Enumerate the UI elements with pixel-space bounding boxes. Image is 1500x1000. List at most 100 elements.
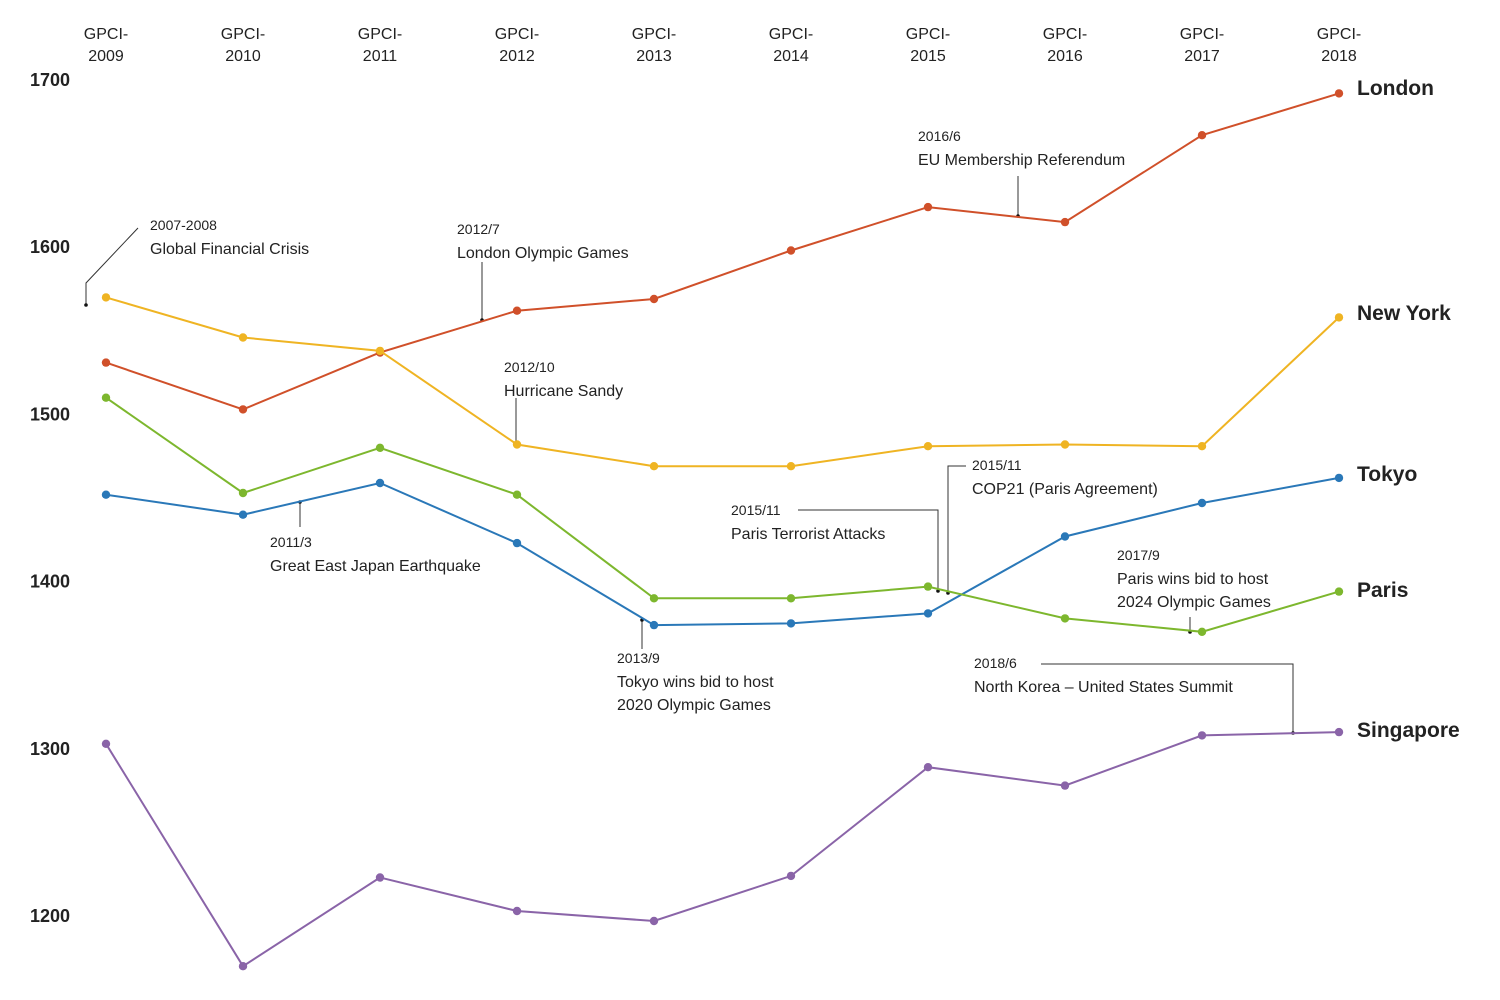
data-point [1197,627,1207,636]
series-line-tokyo [105,476,1340,627]
x-tick-label: GPCI- [1317,26,1361,43]
x-tick-label: 2010 [225,48,261,65]
data-point [923,582,933,591]
annotation-date: 2015/11 [731,502,781,518]
y-tick-label: 1200 [30,906,70,926]
annotation-date: 2012/10 [504,359,555,375]
x-tick-label: 2013 [636,48,672,65]
annotation-leader-line [798,509,939,591]
data-point [238,488,248,498]
annotation-text: Global Financial Crisis [150,241,309,258]
series-label-london: London [1357,77,1434,100]
data-point [1334,89,1344,98]
annotation: 2012/10 Hurricane Sandy [504,359,623,400]
data-point [786,871,796,881]
data-point [238,510,248,519]
data-point [375,443,385,452]
y-tick-label: 1600 [30,237,70,257]
annotation-text: Paris wins bid to host [1117,571,1269,588]
annotation: 2015/11 COP21 (Paris Agreement) [972,457,1158,498]
data-point [512,440,522,449]
y-tick-label: 1300 [30,739,70,759]
data-point [1334,313,1344,322]
series-label-paris: Paris [1357,579,1408,602]
x-tick-label: GPCI- [632,26,676,43]
series-group [101,89,1344,971]
annotation-text: EU Membership Referendum [918,152,1125,169]
data-point [101,393,111,402]
annotation-text: North Korea – United States Summit [974,679,1233,696]
y-tick-label: 1500 [30,404,70,424]
series-new-york [101,293,1344,471]
annotation-leader-line [947,465,966,593]
data-point [1060,532,1070,541]
data-point [649,462,659,471]
data-point [786,246,796,255]
data-point [786,594,796,603]
data-point [923,609,933,618]
data-point [649,294,659,304]
annotation: 2017/9 Paris wins bid to host 2024 Olympic… [1117,547,1271,611]
annotation: 2016/6 EU Membership Referendum [918,128,1125,169]
x-tick-label: GPCI- [1043,26,1087,43]
annotation-date: 2018/6 [974,655,1017,671]
annotation: 2011/3 Great East Japan Earthquake [270,534,481,575]
annotation-date: 2016/6 [918,128,961,144]
data-point [101,490,111,499]
data-point [512,490,522,499]
annotation-text: 2020 Olympic Games [617,697,771,714]
x-axis-ticks: GPCI- 2009 GPCI- 2010 GPCI- 2011 GPCI- 2012 GPCI… [84,26,1361,65]
x-tick-label: 2016 [1047,48,1083,65]
x-tick-label: GPCI- [906,26,950,43]
data-point [238,962,248,971]
series-label-singapore: Singapore [1357,719,1460,742]
x-tick-label: 2015 [910,48,946,65]
data-point [375,346,385,356]
annotation-text: Great East Japan Earthquake [270,558,481,575]
data-point [786,619,796,628]
data-point [649,620,659,630]
data-point [101,293,111,302]
annotation-text: Tokyo wins bid to host [617,674,774,691]
annotation-text: Hurricane Sandy [504,383,623,400]
annotation-date: 2012/7 [457,221,500,237]
data-point [238,333,248,342]
data-point [1060,217,1070,227]
annotation-text: 2024 Olympic Games [1117,594,1271,611]
x-tick-label: GPCI- [358,26,402,43]
data-point [1334,473,1344,483]
data-point [786,462,796,471]
x-tick-label: GPCI- [769,26,813,43]
data-point [512,306,522,315]
data-point [923,202,933,212]
series-paris [101,393,1344,636]
annotation: 2012/7 London Olympic Games [457,221,629,262]
data-point [1060,614,1070,623]
data-point [649,594,659,603]
series-line-singapore [105,731,1340,968]
x-tick-label: 2014 [773,48,809,65]
y-tick-label: 1400 [30,572,70,592]
data-point [238,405,248,414]
annotation-date: 2017/9 [1117,547,1160,563]
series-label-tokyo: Tokyo [1357,463,1417,486]
x-tick-label: GPCI- [1180,26,1224,43]
annotation-date: 2011/3 [270,534,312,550]
data-point [512,906,522,916]
x-tick-label: 2011 [363,48,398,65]
annotations: 2007-2008 Global Financial Crisis 2011/3 Gr… [150,128,1271,714]
annotation-anchor-dot [84,303,88,307]
x-tick-label: GPCI- [84,26,128,43]
annotation: 2018/6 North Korea – United States Summit [974,655,1233,696]
annotation-leaders [84,176,1295,735]
data-point [375,478,385,488]
data-point [923,763,933,772]
data-point [1060,781,1070,790]
x-tick-label: 2012 [499,48,535,65]
annotation-text: Paris Terrorist Attacks [731,526,885,543]
x-tick-label: 2018 [1321,48,1357,65]
annotation: 2007-2008 Global Financial Crisis [150,217,309,258]
series-tokyo [101,473,1344,630]
